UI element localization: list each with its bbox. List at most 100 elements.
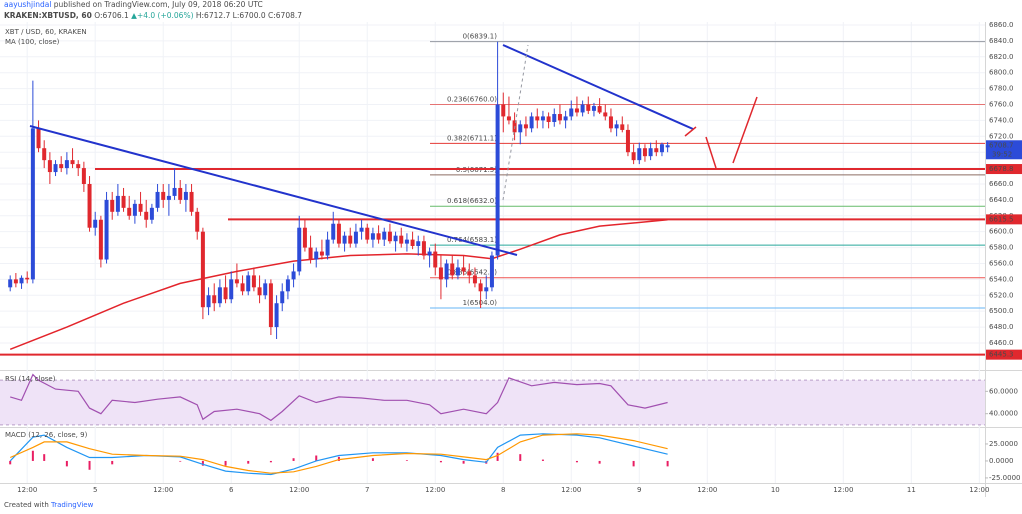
arrow	[684, 126, 697, 137]
candle-body	[393, 235, 398, 242]
candle-body	[8, 279, 13, 288]
trend-line	[502, 44, 694, 130]
y-tick-label: 0.0000	[989, 457, 1014, 465]
level-tag	[986, 214, 1022, 225]
candle-body	[427, 251, 432, 256]
candle-body	[416, 241, 421, 246]
fib-anchor	[502, 44, 529, 201]
level-tag	[986, 349, 1022, 360]
candle-body	[495, 104, 500, 256]
candle-body	[200, 231, 205, 308]
candle-body	[189, 191, 194, 212]
candle-body	[535, 116, 540, 121]
candle-body	[251, 275, 256, 288]
candle-body	[110, 199, 115, 212]
histogram-bar	[315, 455, 318, 461]
panel-title: MACD (12, 26, close, 9)	[5, 431, 88, 439]
candle-body	[461, 267, 466, 272]
last-price-label: 6708.7	[989, 141, 1014, 149]
candle-body	[144, 211, 149, 220]
candle-body	[478, 283, 483, 292]
rsi-band	[0, 380, 985, 425]
y-tick-label: 6480.0	[989, 323, 1014, 331]
level-tag-label: 6615.5	[989, 215, 1014, 223]
candle-body	[399, 235, 404, 244]
candle-body	[121, 195, 126, 208]
histogram-bar	[31, 450, 34, 461]
fib-label: 0.618(6632.0)	[447, 197, 497, 205]
histogram-bar	[65, 460, 68, 467]
y-tick-label: 25.0000	[989, 440, 1018, 448]
x-tick-label: 11	[907, 486, 916, 494]
panel-title: XBT / USD, 60, KRAKEN	[5, 28, 87, 36]
y-tick-label: 6500.0	[989, 307, 1014, 315]
candle-body	[319, 251, 324, 256]
level-tag-label: 6445.3	[989, 351, 1014, 359]
candle-body	[625, 129, 630, 153]
x-tick-label: 12:00	[289, 486, 309, 494]
candle-body	[467, 271, 472, 276]
histogram-bar	[541, 459, 544, 461]
x-tick-label: 12:00	[425, 486, 445, 494]
y-tick-label: 6560.0	[989, 259, 1014, 267]
candle-body	[523, 124, 528, 129]
candle-body	[642, 148, 647, 157]
candle-body	[342, 235, 347, 244]
candle-body	[659, 144, 664, 153]
publisher[interactable]: aayushjindal	[4, 0, 51, 9]
last-price-tag	[986, 140, 1022, 160]
candle-body	[93, 219, 98, 228]
candle-body	[268, 283, 273, 328]
candle-body	[489, 255, 494, 288]
candle-body	[518, 124, 523, 133]
candle-body	[557, 114, 562, 121]
arrow	[705, 136, 717, 169]
candle-body	[614, 124, 619, 129]
candle-body	[64, 160, 69, 169]
y-tick-label: 6520.0	[989, 291, 1014, 299]
symbol-line: KRAKEN:XBTUSD, 60 O:6706.1 ▲+4.0 (+0.06%…	[4, 11, 302, 20]
histogram-bar	[371, 458, 374, 461]
candle-body	[472, 275, 477, 284]
candle-body	[450, 263, 455, 276]
candle-body	[591, 106, 596, 111]
candle-body	[138, 203, 143, 212]
candle-body	[421, 241, 426, 256]
fib-label: 0.382(6711.1)	[447, 134, 497, 142]
y-tick-label: 6600.0	[989, 228, 1014, 236]
candle-body	[172, 187, 177, 196]
x-tick-label: 6	[229, 486, 234, 494]
y-tick-label: 6760.0	[989, 100, 1014, 108]
candle-body	[183, 191, 188, 200]
candle-body	[166, 195, 171, 200]
histogram-bar	[439, 460, 442, 463]
y-tick-label: 6820.0	[989, 53, 1014, 61]
level-tag-label: 6678.8	[989, 165, 1014, 173]
x-tick-label: 8	[501, 486, 505, 494]
publish-line: aayushjindal published on TradingView.co…	[4, 0, 263, 9]
candle-body	[217, 287, 222, 304]
fib-label: 1(6504.0)	[463, 299, 498, 307]
candle-body	[36, 128, 41, 149]
indicator-line	[9, 433, 668, 476]
histogram-bar	[496, 452, 499, 461]
footer-brand[interactable]: TradingView	[50, 501, 94, 509]
candle-body	[433, 251, 438, 268]
annotations	[29, 44, 758, 256]
candle-body	[234, 279, 239, 284]
histogram-bar	[43, 454, 46, 461]
candle-body	[13, 279, 18, 284]
candle-body	[370, 233, 375, 240]
candle-body	[195, 211, 200, 232]
fib-label: 0.886(6542.1)	[447, 269, 497, 277]
candle-body	[336, 223, 341, 244]
candle-body	[104, 199, 109, 260]
histogram-bar	[632, 460, 635, 467]
candle-body	[563, 116, 568, 121]
candle-body	[331, 223, 336, 240]
x-tick-label: 12:00	[153, 486, 173, 494]
candle-body	[438, 267, 443, 280]
candle-body	[240, 283, 245, 292]
open: O:6706.1	[94, 11, 129, 20]
candle-body	[529, 116, 534, 129]
